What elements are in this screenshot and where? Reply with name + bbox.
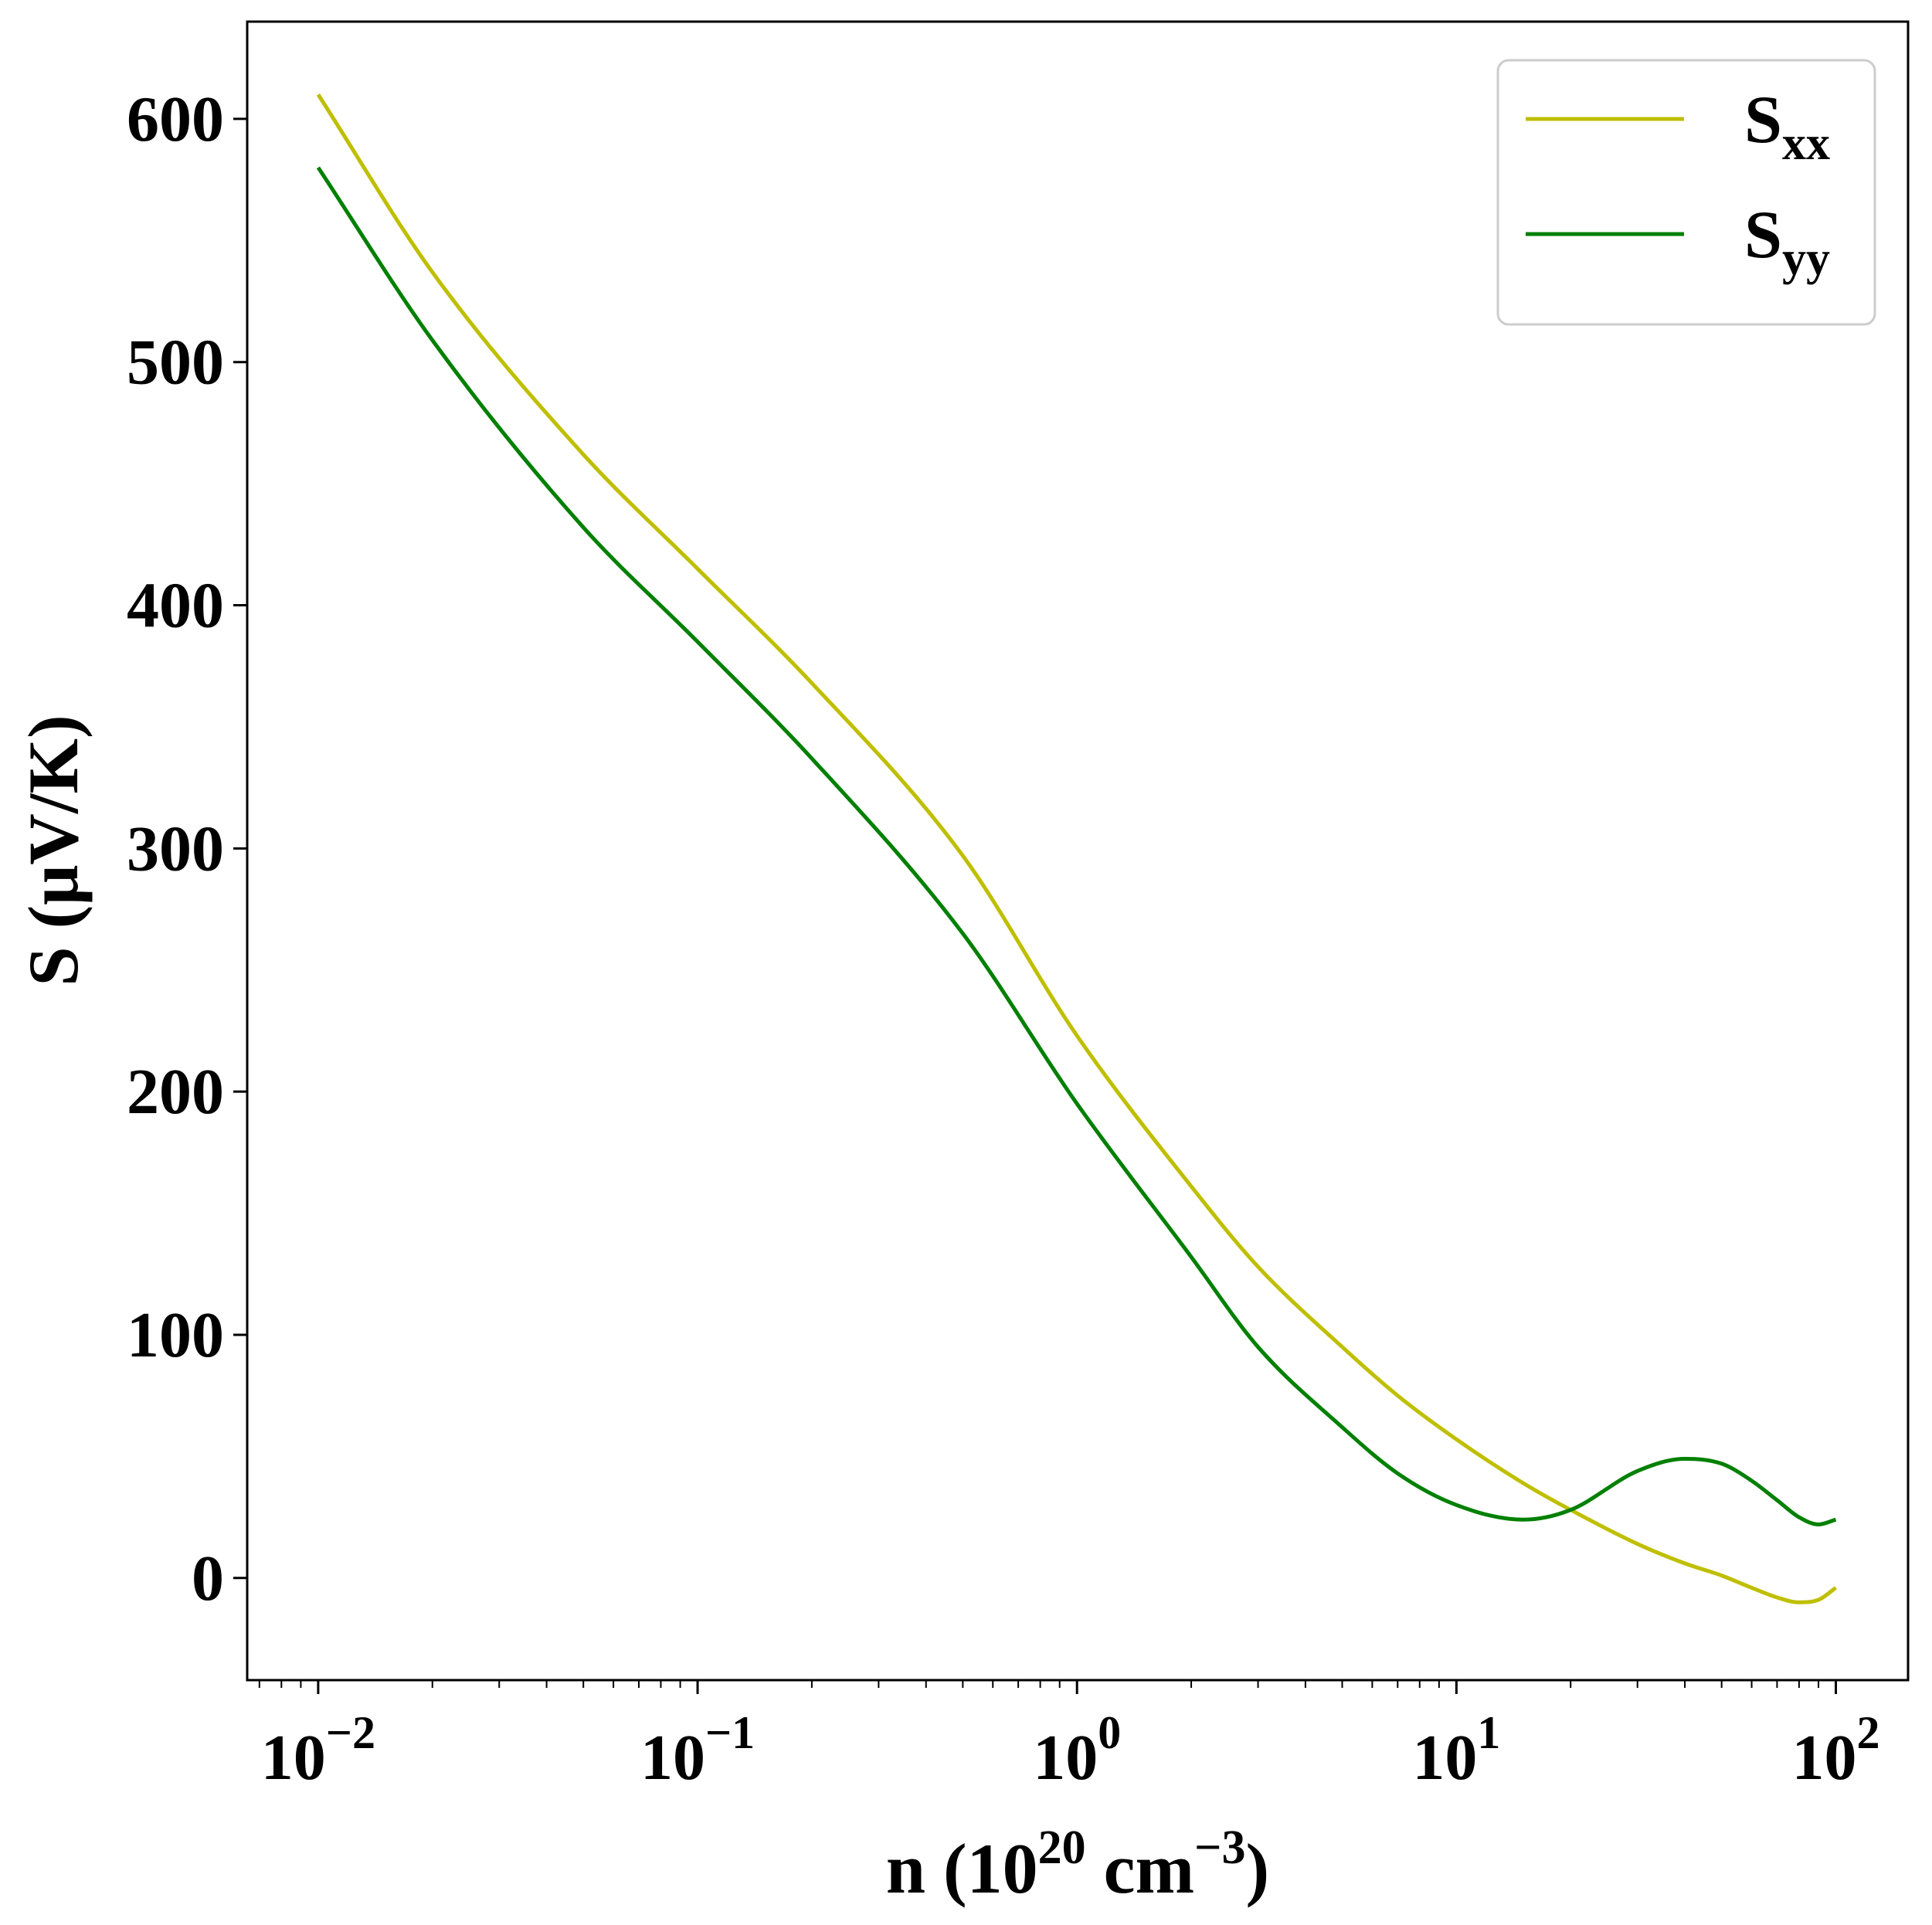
legend: Sxx Syy	[1496, 59, 1876, 326]
series-line-xx	[316, 93, 1837, 1604]
x-tick-label: 100	[1033, 1707, 1121, 1794]
series-line-yy	[316, 166, 1837, 1526]
x-tick-label: 102	[1792, 1707, 1880, 1794]
x-axis-ticks: 10−2 10−1 100 101 102	[258, 1680, 1880, 1794]
legend-box	[1496, 59, 1876, 326]
y-tick-label: 300	[127, 813, 224, 884]
y-tick-label: 600	[127, 83, 224, 155]
x-tick-label: 101	[1412, 1707, 1500, 1794]
svg-text:S (μV/K): S (μV/K)	[14, 715, 93, 986]
series-lines	[316, 93, 1837, 1604]
x-axis-label: n (1020 cm−3)	[886, 1821, 1269, 1908]
y-tick-label: 400	[127, 570, 224, 642]
legend-label-sxx: Sxx	[1744, 83, 1830, 170]
y-axis-ticks: 0 100 200 300 400 500 600	[127, 83, 247, 1614]
x-tick-label: 10−2	[261, 1707, 375, 1794]
x-tick-label: 10−1	[640, 1707, 755, 1794]
y-tick-label: 100	[127, 1299, 224, 1371]
y-tick-label: 500	[127, 327, 224, 399]
y-tick-label: 0	[192, 1543, 224, 1614]
legend-label-syy: Syy	[1744, 198, 1830, 285]
y-tick-label: 200	[127, 1056, 224, 1128]
y-axis-label: S (μV/K)	[14, 715, 93, 986]
